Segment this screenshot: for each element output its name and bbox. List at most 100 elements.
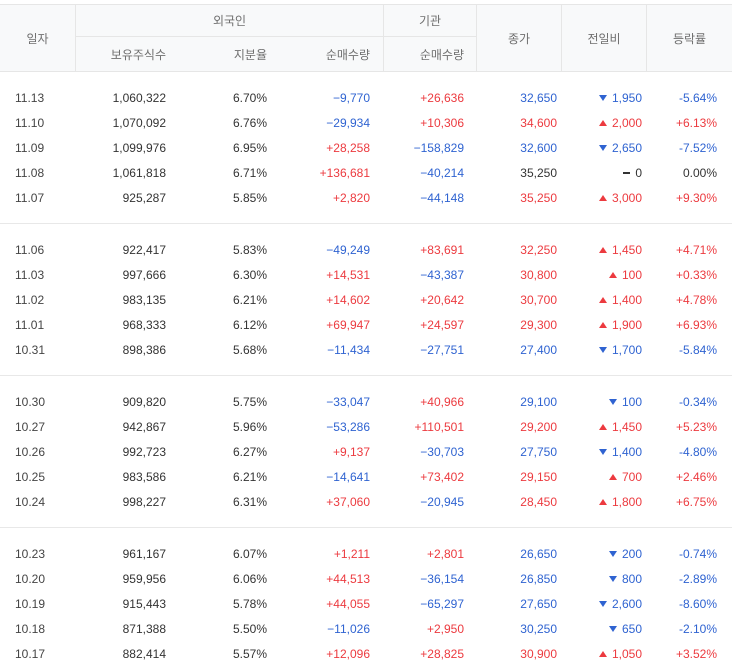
change-rate-cell: -5.84% (678, 342, 717, 357)
institution-net-cell: +28,825 (420, 646, 464, 661)
table-row: 10.30 909,820 5.75% −33,047 +40,966 29,100 100… (0, 389, 732, 414)
change-cell: 2,000 (561, 110, 646, 135)
change-value: 3,000 (611, 190, 642, 205)
change-value: 1,450 (611, 242, 642, 257)
foreign-ratio-cell: 6.31% (232, 494, 267, 509)
triangle-down-icon (598, 346, 607, 353)
foreign-net-cell: +2,820 (332, 190, 370, 205)
date-cell: 11.08 (15, 165, 45, 180)
foreign-ratio-cell: 5.75% (232, 394, 267, 409)
foreign-ratio-cell: 5.78% (232, 596, 267, 611)
table-row: 11.03 997,666 6.30% +14,531 −43,387 30,800 100… (0, 262, 732, 287)
foreign-net-cell: +28,258 (326, 140, 370, 155)
change-cell: 1,700 (561, 337, 646, 362)
change-cell: 100 (561, 389, 646, 414)
triangle-up-icon (608, 271, 617, 278)
change-rate-cell: +9.30% (675, 190, 717, 205)
foreign-shares-cell: 1,061,818 (112, 165, 166, 180)
date-cell: 11.02 (15, 292, 45, 307)
triangle-up-icon (598, 498, 607, 505)
change-rate-cell: -0.74% (678, 546, 717, 561)
foreign-shares-cell: 922,417 (122, 242, 166, 257)
foreign-net-cell: −49,249 (326, 242, 370, 257)
change-cell: 800 (561, 566, 646, 591)
change-value: 0 (635, 165, 642, 180)
date-cell: 10.31 (15, 342, 46, 357)
foreign-ratio-cell: 5.50% (232, 621, 267, 636)
change-value: 1,400 (611, 292, 642, 307)
change-rate-cell: +2.46% (675, 469, 717, 484)
close-price-cell: 29,300 (520, 317, 557, 332)
foreign-ratio-cell: 5.83% (232, 242, 267, 257)
table-row: 11.13 1,060,322 6.70% −9,770 +26,636 32,650 1,… (0, 85, 732, 110)
change-rate-cell: +4.78% (675, 292, 717, 307)
table-row: 10.19 915,443 5.78% +44,055 −65,297 27,650 2,6… (0, 591, 732, 616)
change-cell: 1,400 (561, 287, 646, 312)
row-group: 11.13 1,060,322 6.70% −9,770 +26,636 32,650 1,… (0, 72, 732, 224)
change-cell: 2,650 (561, 135, 646, 160)
triangle-down-icon (608, 575, 617, 582)
header-rate: 등락률 (646, 5, 732, 71)
foreign-shares-cell: 983,586 (122, 469, 166, 484)
foreign-shares-cell: 942,867 (122, 419, 166, 434)
change-value: 700 (621, 469, 642, 484)
change-rate-cell: -7.52% (678, 140, 717, 155)
institution-net-cell: −30,703 (420, 444, 464, 459)
institution-net-cell: −43,387 (420, 267, 464, 282)
close-price-cell: 30,250 (520, 621, 557, 636)
date-cell: 11.06 (15, 242, 45, 257)
triangle-down-icon (598, 448, 607, 455)
change-cell: 700 (561, 464, 646, 489)
change-rate-cell: +6.75% (675, 494, 717, 509)
triangle-up-icon (598, 423, 607, 430)
change-rate-cell: -4.80% (678, 444, 717, 459)
table-row: 11.07 925,287 5.85% +2,820 −44,148 35,250 3,00… (0, 185, 732, 210)
institution-net-cell: +26,636 (420, 90, 464, 105)
foreign-net-cell: +37,060 (326, 494, 370, 509)
change-rate-cell: -8.60% (678, 596, 717, 611)
foreign-ratio-cell: 6.07% (232, 546, 267, 561)
close-price-cell: 26,850 (520, 571, 557, 586)
change-cell: 0 (561, 160, 646, 185)
foreign-shares-cell: 1,070,092 (112, 115, 166, 130)
table-body: 11.13 1,060,322 6.70% −9,770 +26,636 32,650 1,… (0, 72, 732, 670)
change-value: 100 (621, 267, 642, 282)
institution-net-cell: −40,214 (420, 165, 464, 180)
foreign-ratio-cell: 6.27% (232, 444, 267, 459)
change-rate-cell: 0.00% (682, 165, 717, 180)
foreign-net-cell: −14,641 (326, 469, 370, 484)
institution-net-cell: −65,297 (420, 596, 464, 611)
change-value: 1,800 (611, 494, 642, 509)
close-price-cell: 32,600 (520, 140, 557, 155)
change-cell: 1,450 (561, 237, 646, 262)
foreign-shares-cell: 997,666 (122, 267, 166, 282)
change-rate-cell: +3.52% (675, 646, 717, 661)
foreign-ratio-cell: 6.70% (232, 90, 267, 105)
header-foreign-shares: 보유주식수 (75, 37, 179, 71)
close-price-cell: 28,450 (520, 494, 557, 509)
foreign-ratio-cell: 5.96% (232, 419, 267, 434)
table-row: 10.24 998,227 6.31% +37,060 −20,945 28,450 1,8… (0, 489, 732, 514)
foreign-net-cell: −33,047 (326, 394, 370, 409)
change-value: 800 (621, 571, 642, 586)
date-cell: 10.30 (15, 394, 46, 409)
table-header: 일자 외국인 기관 종가 전일비 등락률 보유주식수 지분율 순매수량 순매수량 (0, 4, 732, 72)
foreign-ratio-cell: 6.21% (232, 292, 267, 307)
date-cell: 11.03 (15, 267, 45, 282)
triangle-down-icon (608, 625, 617, 632)
change-cell: 2,600 (561, 591, 646, 616)
foreign-net-cell: +14,602 (326, 292, 370, 307)
institution-net-cell: −158,829 (413, 140, 464, 155)
date-cell: 11.07 (15, 190, 45, 205)
table-row: 11.01 968,333 6.12% +69,947 +24,597 29,300 1,9… (0, 312, 732, 337)
date-cell: 10.27 (15, 419, 46, 434)
institution-net-cell: −27,751 (420, 342, 464, 357)
close-price-cell: 32,250 (520, 242, 557, 257)
header-foreign-net: 순매수량 (325, 47, 370, 62)
table-row: 10.31 898,386 5.68% −11,434 −27,751 27,400 1,7… (0, 337, 732, 362)
table-row: 10.20 959,956 6.06% +44,513 −36,154 26,850 800… (0, 566, 732, 591)
change-value: 1,450 (611, 419, 642, 434)
dash-icon (623, 171, 631, 174)
change-cell: 1,450 (561, 414, 646, 439)
foreign-net-cell: −53,286 (326, 419, 370, 434)
